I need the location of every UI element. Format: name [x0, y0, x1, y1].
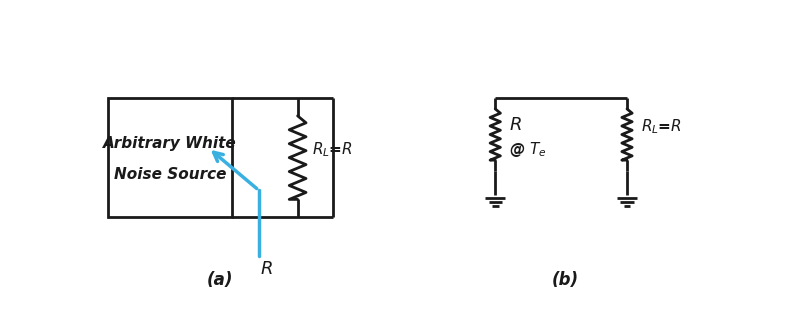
Text: @ $T_e$: @ $T_e$	[509, 140, 547, 159]
Text: $R_L$=$R$: $R_L$=$R$	[311, 141, 353, 159]
Text: $R_L$=$R$: $R_L$=$R$	[641, 118, 682, 136]
Text: $R$: $R$	[509, 116, 522, 134]
Text: Arbitrary White: Arbitrary White	[103, 136, 237, 151]
Bar	[108, 98, 232, 217]
Text: Noise Source: Noise Source	[114, 167, 226, 182]
Text: (a): (a)	[207, 271, 234, 289]
Text: (b): (b)	[551, 271, 578, 289]
Text: $R$: $R$	[260, 260, 273, 278]
